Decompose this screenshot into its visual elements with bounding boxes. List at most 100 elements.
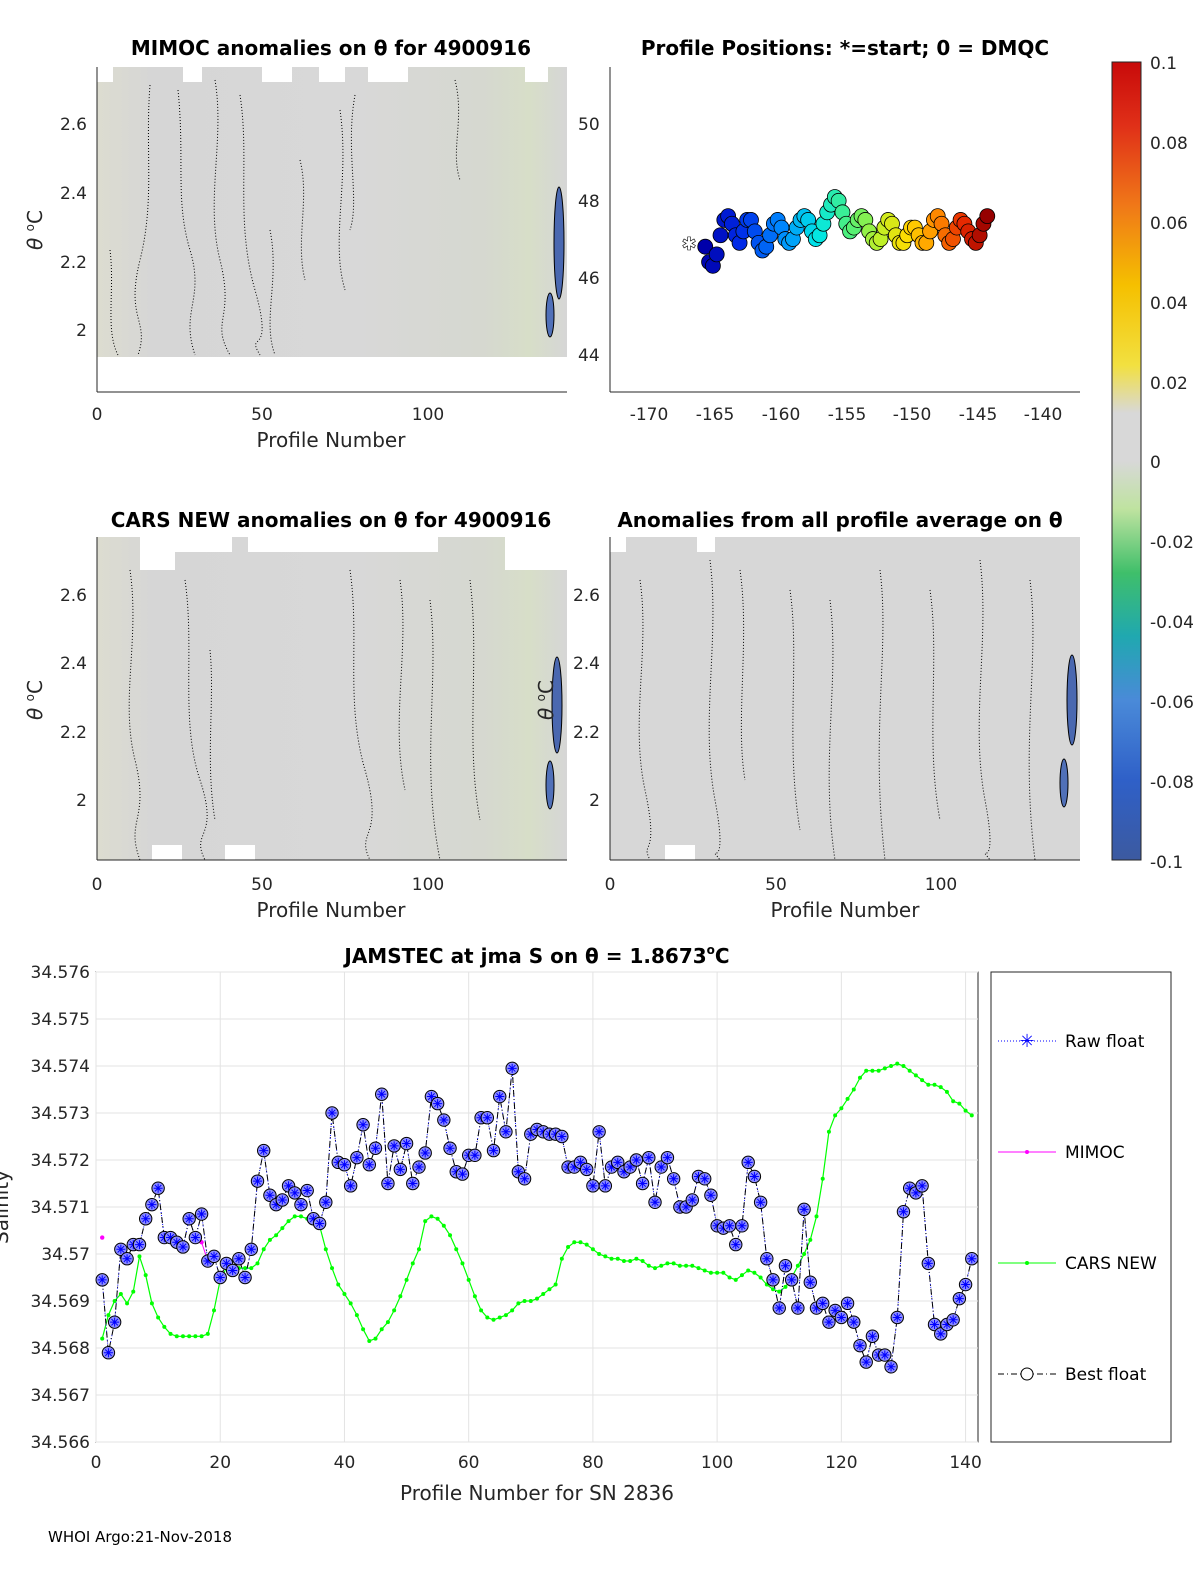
best-float-marker — [493, 1089, 507, 1104]
best-float-marker — [753, 1195, 768, 1210]
cars-new-point — [336, 1282, 341, 1287]
cars-new-point — [156, 1315, 161, 1320]
cars-new-point — [423, 1219, 428, 1224]
cars-new-point — [777, 1289, 782, 1294]
position-marker — [979, 208, 996, 225]
cars-new-point — [721, 1270, 726, 1275]
best-float-marker — [238, 1270, 252, 1285]
avg-ytick-2: 2 — [589, 791, 600, 811]
cars-new-point — [292, 1214, 297, 1219]
cars-new-point — [889, 1064, 894, 1068]
start-asterisk-marker: ✱ — [681, 234, 696, 255]
cars-new-point — [448, 1233, 453, 1238]
cars-title: CARS NEW anomalies on θ for 4900916 — [111, 508, 552, 532]
salinity-ytick: 34.572 — [31, 1151, 90, 1171]
cars-xlabel: Profile Number — [257, 898, 407, 922]
mimoc-ytick-2.4: 2.4 — [60, 184, 87, 204]
avg-contours — [638, 559, 1036, 861]
cars-new-point — [895, 1061, 900, 1066]
salinity-xtick: 80 — [582, 1453, 604, 1473]
cars-new-point — [957, 1101, 962, 1106]
positions-title: Profile Positions: *=start; 0 = DMQC — [641, 36, 1049, 60]
best-float-marker — [375, 1087, 389, 1101]
salinity-ytick: 34.566 — [31, 1433, 90, 1453]
best-float-marker — [250, 1174, 265, 1188]
cars-new-point — [410, 1261, 415, 1266]
cars-new-point — [733, 1277, 738, 1282]
cars-new-point — [497, 1315, 502, 1320]
best-float-marker — [722, 1219, 737, 1233]
cars-ytick-2: 2 — [76, 791, 87, 811]
cars-new-point — [634, 1256, 639, 1261]
cbar-tick-neg0.02: -0.02 — [1150, 533, 1194, 553]
cars-new-point — [907, 1068, 912, 1073]
best-float-marker — [642, 1150, 656, 1165]
legend-raw-asterisk-icon: ✳ — [1019, 1031, 1034, 1052]
best-float-marker — [698, 1172, 712, 1186]
best-float-marker — [393, 1162, 408, 1177]
positions-xtick-165: -165 — [696, 405, 735, 425]
legend-best-float: Best float — [998, 1365, 1147, 1385]
cars-new-point — [460, 1261, 465, 1266]
cars-ylabel: θ oC — [23, 680, 47, 720]
best-float-marker — [399, 1136, 414, 1151]
colorbar-ticks: 0.1 0.08 0.06 0.04 0.02 0 -0.02 -0.04 -0… — [1150, 54, 1194, 873]
cars-new-point — [522, 1299, 527, 1303]
cars-new-point — [541, 1291, 546, 1296]
legend-best-circle-icon — [1020, 1367, 1034, 1381]
cars-new-point — [597, 1252, 602, 1256]
salinity-ytick: 34.573 — [31, 1104, 90, 1124]
best-float-marker — [853, 1338, 867, 1353]
best-float-marker — [735, 1219, 749, 1233]
legend-box — [990, 971, 1172, 1443]
cars-new-point — [528, 1299, 533, 1303]
best-float-marker — [381, 1176, 395, 1191]
avg-missing-cells — [610, 537, 715, 860]
best-float-marker — [294, 1197, 308, 1212]
cars-contours — [128, 569, 481, 861]
avg-xtick-0: 0 — [605, 875, 616, 895]
cars-new-point — [416, 1247, 421, 1252]
cars-new-point — [553, 1282, 558, 1287]
salinity-ytick: 34.575 — [31, 1010, 90, 1030]
best-float-marker — [343, 1179, 358, 1193]
best-float-marker — [648, 1195, 662, 1210]
best-float-marker — [747, 1169, 762, 1184]
cars-new-point — [125, 1301, 130, 1306]
position-marker — [697, 238, 714, 255]
positions-xtick-170: -170 — [630, 405, 669, 425]
cars-new-point — [702, 1268, 707, 1273]
cars-new-point — [609, 1256, 614, 1261]
best-float-marker — [586, 1179, 600, 1193]
cars-new-point — [385, 1320, 390, 1325]
legend-raw-float: ✳ Raw float — [998, 1031, 1145, 1052]
cbar-tick-neg0.04: -0.04 — [1150, 613, 1194, 633]
salinity-title: JAMSTEC at jma S on θ = 1.8673oC — [342, 943, 729, 968]
cars-new-point — [640, 1259, 645, 1264]
cbar-tick-0.08: 0.08 — [1150, 134, 1188, 154]
best-float-marker — [704, 1188, 718, 1202]
cars-new-point — [137, 1254, 142, 1259]
positions-ytick-44: 44 — [578, 346, 600, 366]
best-float-marker — [772, 1301, 786, 1315]
cars-new-point — [261, 1247, 266, 1252]
cars-new-point — [143, 1273, 148, 1278]
best-float-marker — [176, 1240, 190, 1254]
cars-new-point — [857, 1075, 862, 1080]
best-float-marker — [350, 1150, 364, 1165]
best-float-marker — [486, 1143, 501, 1158]
cars-new-point — [938, 1085, 943, 1090]
salinity-ytick: 34.576 — [31, 963, 90, 983]
mimoc-xtick-50: 50 — [251, 405, 273, 425]
cars-new-point — [392, 1308, 397, 1313]
cars-new-point — [621, 1259, 626, 1264]
cbar-tick-0.06: 0.06 — [1150, 214, 1188, 234]
best-float-marker — [114, 1242, 128, 1257]
cars-new-point — [578, 1240, 583, 1245]
positions-xtick-150: -150 — [893, 405, 932, 425]
cars-new-point — [212, 1308, 217, 1313]
salinity-xtick: 20 — [209, 1453, 231, 1473]
mimoc-negative-features — [545, 186, 565, 338]
cars-new-point — [379, 1327, 384, 1332]
cars-new-point — [361, 1327, 366, 1332]
